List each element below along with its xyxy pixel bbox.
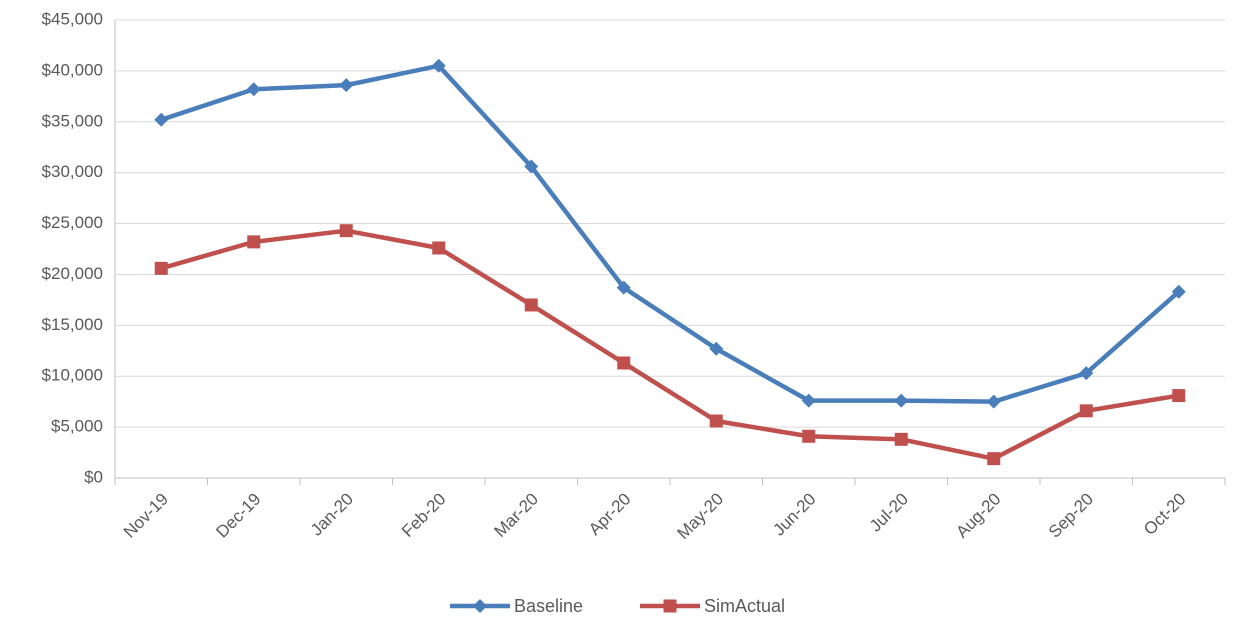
y-tick-label: $30,000: [42, 162, 103, 181]
baseline-point: [154, 112, 169, 127]
simactual-point: [617, 356, 631, 370]
x-tick-label: Jun-20: [769, 489, 819, 539]
legend-item-baseline: Baseline: [450, 596, 583, 616]
axes: $0 $5,000 $10,000 $15,000 $20,000 $25,000 $30,…: [42, 9, 1226, 543]
y-tick-label: $0: [84, 467, 103, 486]
simactual-point: [524, 298, 538, 312]
simactual-point: [709, 414, 723, 428]
y-tick-label: $45,000: [42, 9, 103, 28]
baseline-point: [801, 393, 816, 408]
simactual-point: [1172, 389, 1186, 403]
baseline-point: [1171, 284, 1186, 299]
x-tick-label: Sep-20: [1045, 489, 1097, 541]
legend-swatch-marker: [663, 599, 677, 613]
baseline-point: [709, 341, 724, 356]
x-tick-label: Feb-20: [398, 489, 450, 541]
x-tick-label: Jan-20: [307, 489, 357, 539]
x-tick-label: Nov-19: [120, 489, 172, 541]
y-tick-label: $5,000: [51, 417, 103, 436]
y-tick-label: $15,000: [42, 315, 103, 334]
baseline-point: [1079, 366, 1094, 381]
simactual-point: [987, 452, 1001, 466]
simactual-line: [159, 228, 1181, 461]
simactual-point: [802, 429, 816, 443]
x-tick-label: Apr-20: [585, 489, 635, 539]
x-tick-label: Jul-20: [866, 489, 912, 535]
simactual-point: [894, 432, 908, 446]
gridlines: [115, 19, 1225, 428]
y-tick-label: $10,000: [42, 366, 103, 385]
y-tick-label: $40,000: [42, 60, 103, 79]
y-tick-label: $25,000: [42, 213, 103, 232]
baseline-point: [246, 82, 261, 97]
legend-label: Baseline: [514, 596, 583, 616]
x-tick-label: Aug-20: [952, 489, 1004, 541]
legend-item-simactual: SimActual: [640, 596, 785, 616]
y-tick-label: $20,000: [42, 264, 103, 283]
y-tick-label: $35,000: [42, 111, 103, 130]
legend: Baseline SimActual: [450, 596, 785, 616]
baseline-point: [524, 159, 539, 174]
x-tick-label: Oct-20: [1140, 489, 1190, 539]
baseline-line: [159, 63, 1181, 404]
series-lines: [154, 58, 1186, 466]
simactual-point: [154, 261, 168, 275]
baseline-point: [339, 78, 354, 93]
x-tick-label: Mar-20: [491, 489, 543, 541]
simactual-point: [247, 235, 261, 249]
legend-label: SimActual: [704, 596, 785, 616]
baseline-point: [894, 393, 909, 408]
simactual-point: [432, 241, 446, 255]
baseline-point: [431, 58, 446, 73]
x-tick-label: May-20: [674, 489, 728, 543]
simactual-point: [339, 224, 353, 238]
legend-swatch-marker: [473, 599, 487, 613]
baseline-point: [986, 394, 1001, 409]
baseline-point: [616, 280, 631, 295]
simactual-point: [1079, 404, 1093, 418]
x-tick-label: Dec-19: [212, 489, 264, 541]
